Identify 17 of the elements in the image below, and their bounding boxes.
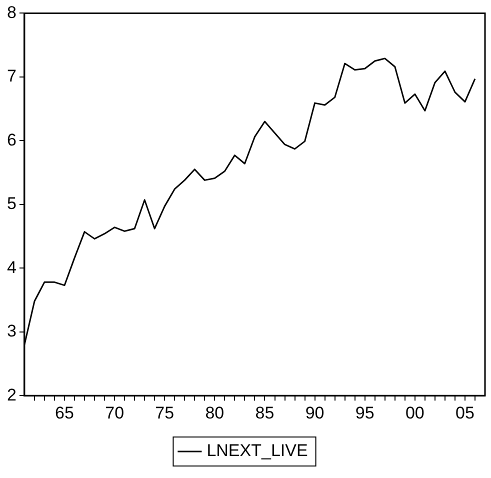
x-tick-label: 90	[305, 403, 324, 422]
y-tick-label: 2	[6, 385, 16, 404]
x-tick-label: 00	[405, 403, 424, 422]
y-tick-label: 8	[6, 2, 16, 22]
x-tick-label: 80	[205, 403, 224, 422]
y-tick-label: 5	[6, 194, 16, 214]
x-tick-label: 05	[456, 403, 474, 422]
x-tick-label: 85	[255, 403, 274, 422]
x-tick-label: 75	[155, 403, 174, 422]
x-tick-label: 95	[355, 403, 374, 422]
y-tick-label: 7	[6, 66, 16, 86]
x-tick-label: 65	[55, 403, 74, 422]
y-tick-label: 3	[6, 322, 16, 341]
y-tick-label: 6	[6, 130, 16, 150]
x-tick-label: 70	[105, 403, 124, 422]
legend-label: LNEXT_LIVE	[206, 441, 308, 460]
y-tick-label: 4	[6, 258, 16, 277]
